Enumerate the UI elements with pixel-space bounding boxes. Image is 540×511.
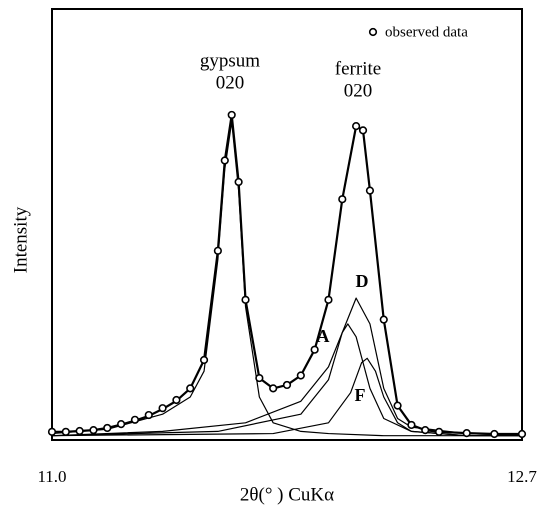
observed-point [338,195,347,204]
fit-curve [51,323,522,437]
observed-point [517,429,527,439]
observed-point [358,126,368,135]
observed-point [75,426,84,436]
observed-point [89,426,98,435]
observed-point [241,295,250,304]
observed-point [220,156,229,165]
observed-point [462,429,471,438]
y-axis-label: Intensity [10,206,31,273]
observed-point [296,371,305,380]
legend-label: observed data [385,24,468,40]
observed-point [407,420,416,430]
observed-point [172,395,181,405]
observed-point [282,380,292,390]
observed-point [61,427,70,436]
x-axis-label: 2θ(° ) CuKα [240,484,334,505]
observed-point [227,110,236,120]
observed-point [310,345,319,354]
peak-annotation: ferrite [335,58,381,79]
plot-frame [51,8,523,441]
observed-point [158,404,167,413]
observed-point [255,373,264,383]
observed-point [365,186,375,195]
observed-point [352,121,361,131]
observed-point [199,355,209,365]
observed-point [213,246,222,255]
observed-point [434,427,444,436]
fit-curve [51,297,523,437]
observed-point [234,177,243,187]
observed-point [130,415,140,424]
observed-point [47,427,57,436]
x-tick-label: 11.0 [37,467,66,486]
curve-label: D [356,271,369,291]
observed-point [117,419,126,429]
legend-marker [368,27,378,37]
observed-point [269,384,278,393]
observed-point [324,295,333,304]
fit-curve [51,357,522,437]
observed-point [421,426,430,435]
peak-annotation: gypsum [200,50,260,71]
peak-annotation: 020 [216,72,245,93]
observed-point [379,315,388,324]
curve-label: A [317,326,330,346]
fit-curve [51,121,522,437]
curve-label: F [355,385,366,405]
observed-point [103,423,112,433]
observed-point [144,410,153,420]
observed-point [186,384,195,393]
peak-annotation: 020 [344,80,373,101]
observed-point [490,429,499,439]
observed-point [393,401,402,410]
x-tick-label: 12.7 [507,467,537,486]
